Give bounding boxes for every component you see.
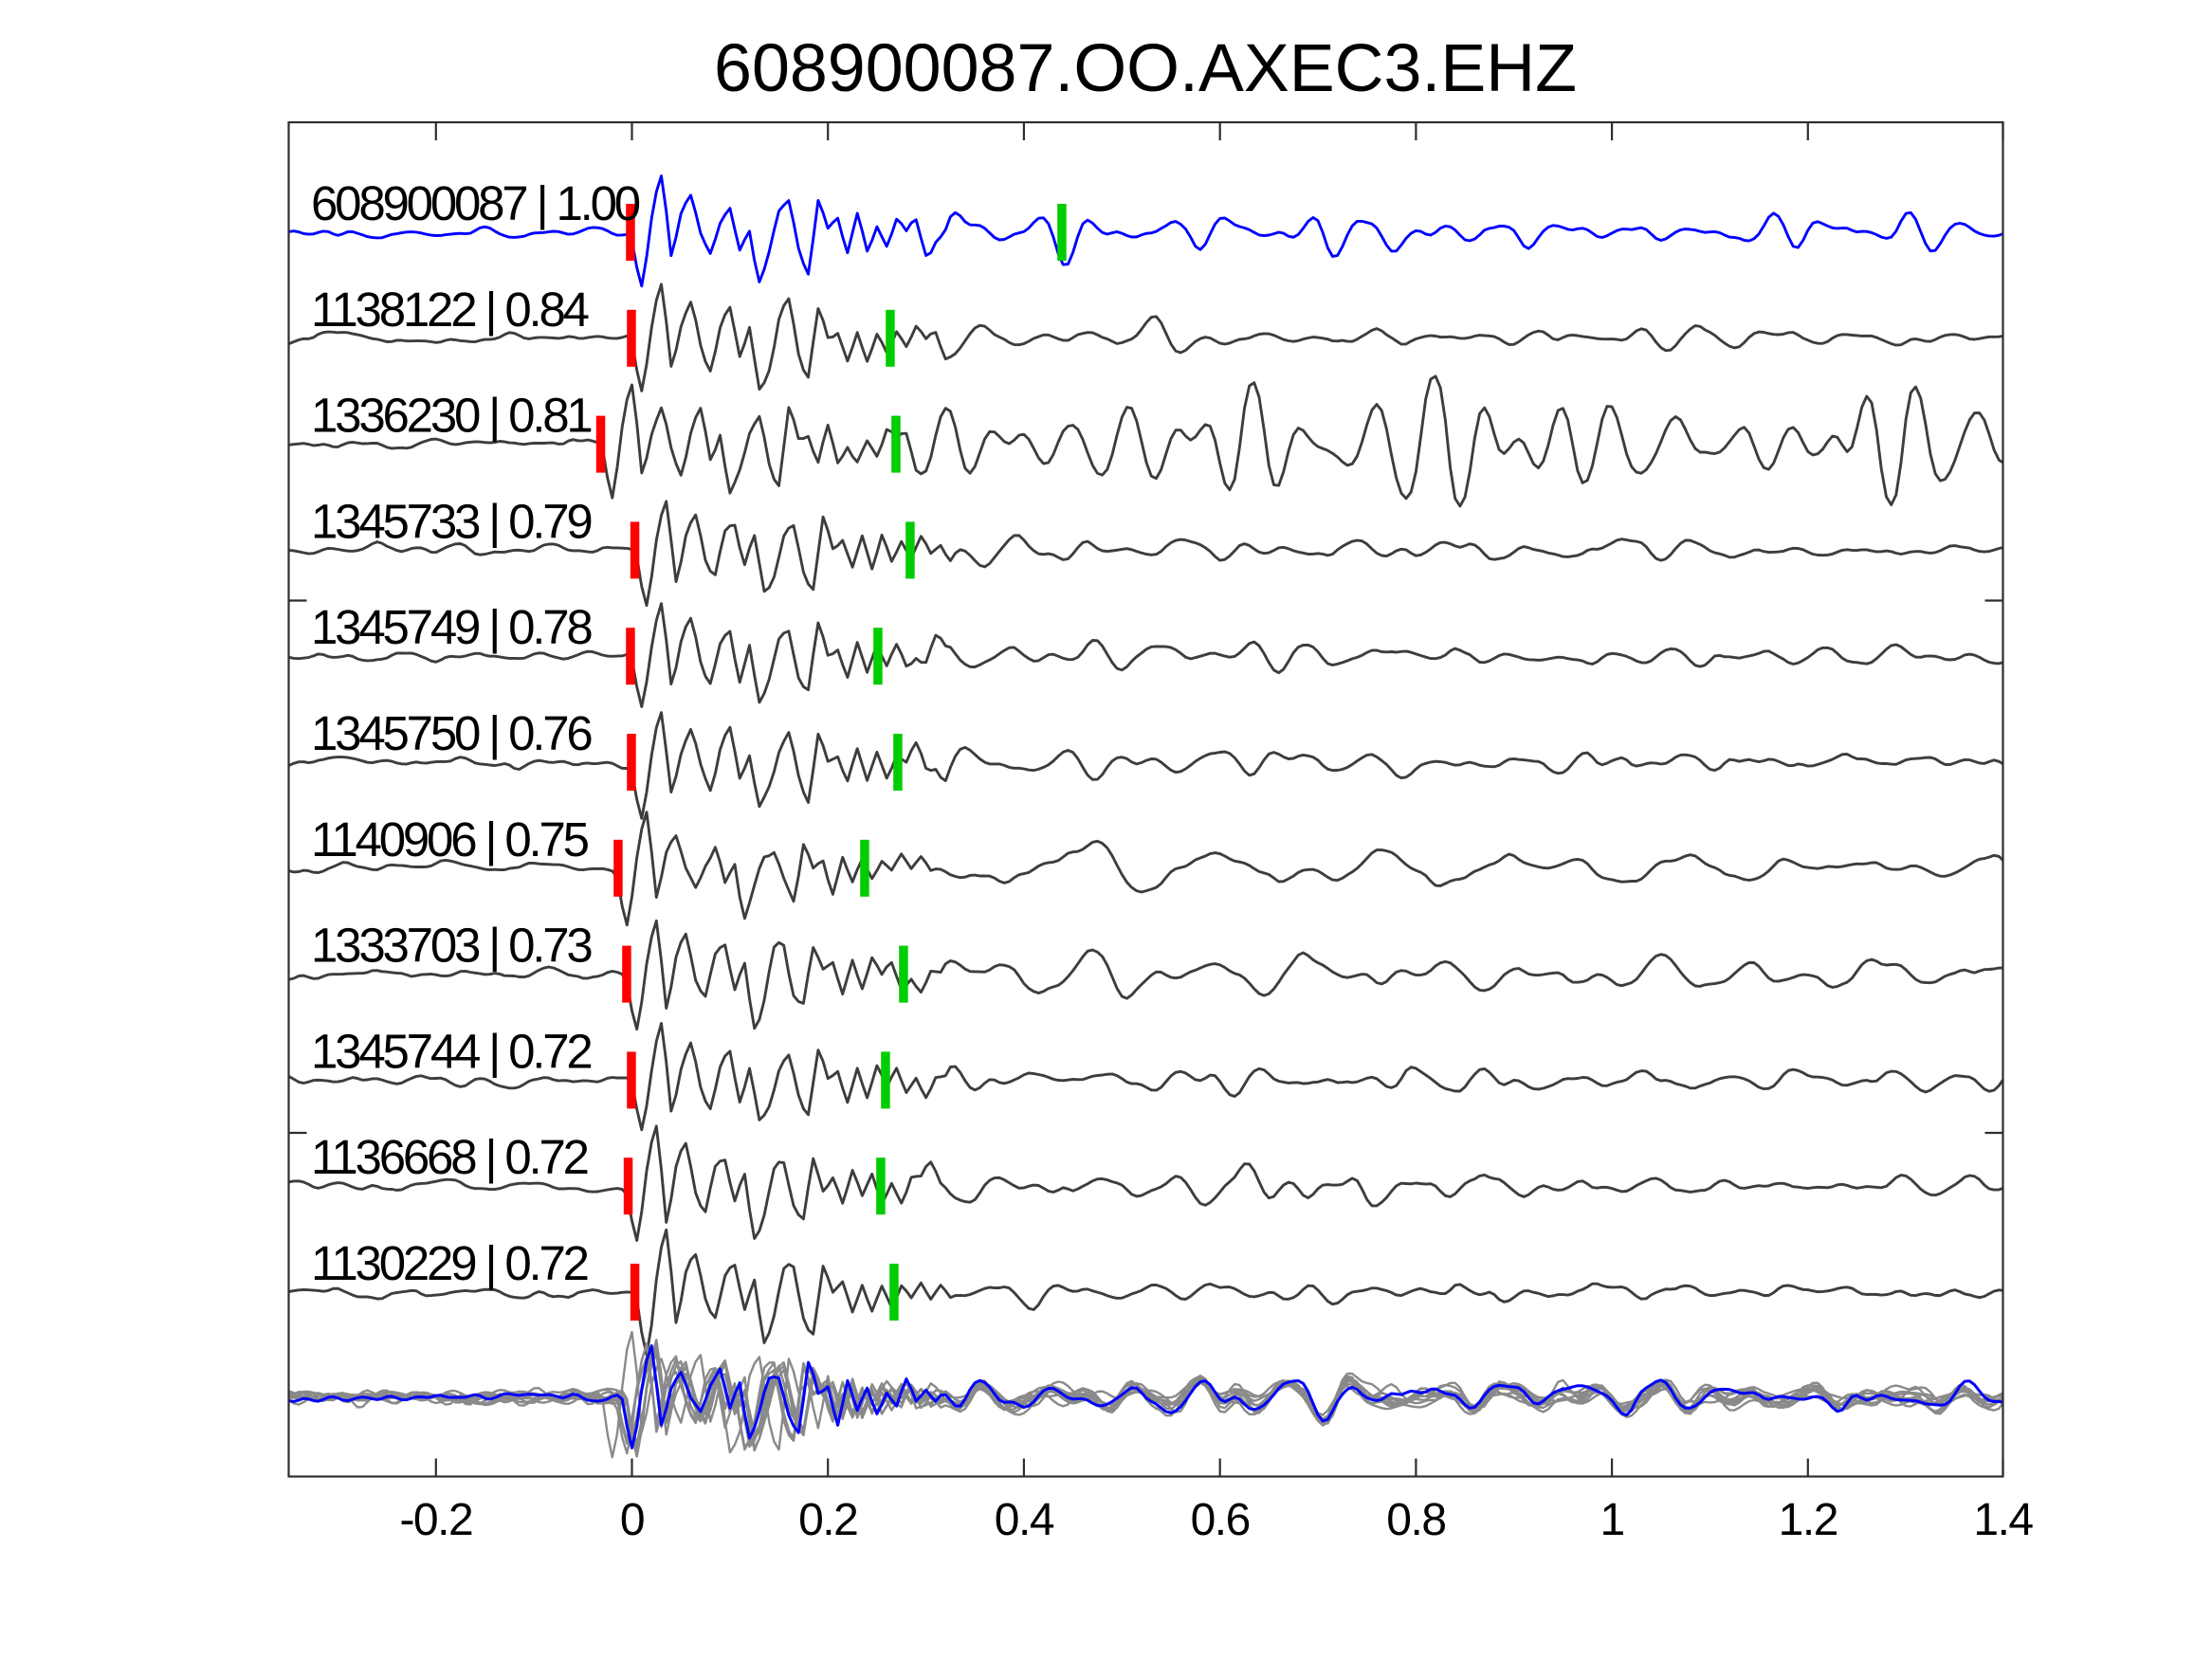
svg-text:1: 1	[1600, 1495, 1623, 1545]
svg-text:0.4: 0.4	[995, 1495, 1054, 1545]
svg-text:1140906 | 0.75: 1140906 | 0.75	[311, 812, 589, 866]
svg-text:1136668 | 0.72: 1136668 | 0.72	[311, 1130, 588, 1184]
svg-text:1345733 | 0.79: 1345733 | 0.79	[311, 494, 591, 548]
svg-text:1345750 | 0.76: 1345750 | 0.76	[311, 706, 592, 760]
svg-text:0.2: 0.2	[798, 1495, 857, 1545]
svg-text:1333703 | 0.73: 1333703 | 0.73	[311, 919, 592, 973]
svg-text:0: 0	[620, 1495, 644, 1545]
svg-text:0.6: 0.6	[1191, 1495, 1250, 1545]
svg-text:608900087.OO.AXEC3.EHZ: 608900087.OO.AXEC3.EHZ	[714, 30, 1577, 106]
svg-text:1.2: 1.2	[1779, 1495, 1837, 1545]
svg-text:1130229 | 0.72: 1130229 | 0.72	[311, 1236, 588, 1290]
svg-text:1345749 | 0.78: 1345749 | 0.78	[311, 600, 592, 654]
svg-text:1336230 | 0.81: 1336230 | 0.81	[311, 389, 591, 443]
svg-text:0.8: 0.8	[1386, 1495, 1445, 1545]
svg-text:1138122 | 0.84: 1138122 | 0.84	[311, 283, 589, 337]
svg-text:1.4: 1.4	[1973, 1495, 2033, 1545]
svg-text:-0.2: -0.2	[399, 1495, 472, 1545]
svg-text:1345744 | 0.72: 1345744 | 0.72	[311, 1024, 591, 1078]
svg-text:608900087 | 1.00: 608900087 | 1.00	[311, 176, 640, 230]
